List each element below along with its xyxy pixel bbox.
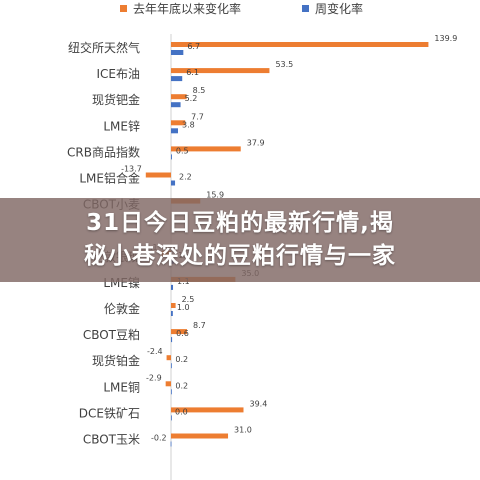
- category-label: LME铝合金: [79, 171, 140, 186]
- bar-ytd: [166, 355, 171, 361]
- data-label-week: 6.7: [187, 42, 200, 51]
- data-label-week: 0.6: [176, 329, 189, 338]
- category-label: 纽交所天然气: [68, 40, 140, 55]
- bar-ytd: [171, 42, 429, 47]
- data-label-ytd: 15.9: [206, 191, 224, 200]
- bar-week: [171, 284, 174, 290]
- bar-week: [171, 154, 172, 160]
- category-label: CRB商品指数: [67, 144, 140, 159]
- data-label-week: 3.8: [182, 120, 195, 129]
- bar-week: [171, 50, 184, 55]
- bar-week: [171, 102, 181, 108]
- overlay-title-line-1: 31日今日豆粕的最新行情,揭: [86, 210, 394, 236]
- data-label-ytd: -2.4: [147, 347, 163, 356]
- bar-week: [171, 180, 176, 186]
- bar-ytd: [145, 172, 171, 178]
- data-label-week: -0.2: [151, 434, 167, 443]
- category-label: ICE布油: [96, 67, 140, 81]
- category-label: 现货铂金: [92, 353, 140, 368]
- bar-week: [171, 311, 173, 316]
- bar-ytd: [171, 329, 188, 335]
- bar-ytd: [171, 433, 229, 439]
- category-label: LME铜: [103, 379, 140, 394]
- overlay-title-line-2: 秘小巷深处的豆粕行情与一家: [84, 243, 396, 269]
- data-label-week: 0.2: [175, 355, 188, 364]
- data-label-week: 0.2: [175, 381, 188, 390]
- legend-swatch-0: [120, 5, 127, 12]
- category-label: LME锌: [103, 119, 140, 133]
- bar-ytd: [171, 120, 186, 126]
- bar-week: [171, 128, 178, 134]
- bar-week: [171, 389, 172, 395]
- data-label-ytd: 31.0: [234, 426, 252, 435]
- data-label-ytd: 139.9: [434, 34, 457, 43]
- bar-ytd: [171, 303, 176, 308]
- bar-week: [170, 441, 172, 447]
- data-label-week: 1.0: [177, 303, 190, 312]
- data-label-ytd: 7.7: [191, 112, 204, 121]
- legend-label-0: 去年年底以来变化率: [133, 1, 241, 16]
- data-label-ytd: 37.9: [247, 138, 265, 147]
- category-label: 伦敦金: [104, 301, 140, 316]
- bar-week: [171, 415, 172, 421]
- data-label-ytd: 39.4: [249, 399, 267, 408]
- bar-ytd: [171, 68, 270, 74]
- data-label-week: 5.2: [185, 94, 198, 103]
- bar-ytd: [165, 381, 171, 387]
- data-label-week: 0.0: [175, 407, 188, 416]
- bar-week: [171, 337, 173, 343]
- bar-ytd: [171, 146, 241, 152]
- bar-week: [171, 76, 183, 82]
- data-label-ytd: 8.5: [193, 86, 206, 95]
- category-label: CBOT玉米: [83, 433, 140, 447]
- bar-week: [171, 363, 172, 369]
- data-label-ytd: 8.7: [193, 321, 206, 330]
- bar-ytd: [171, 94, 187, 100]
- data-label-ytd: -2.9: [146, 373, 162, 382]
- category-label: CBOT豆粕: [83, 327, 140, 342]
- data-label-ytd: -13.7: [121, 165, 142, 174]
- data-label-ytd: 2.5: [182, 295, 195, 304]
- legend-label-1: 周变化率: [315, 1, 363, 16]
- bar-ytd: [171, 407, 244, 413]
- data-label-week: 0.5: [176, 146, 189, 155]
- category-label: 现货钯金: [92, 92, 140, 107]
- data-label-week: 6.1: [186, 68, 199, 77]
- data-label-ytd: 53.5: [275, 60, 293, 69]
- legend-swatch-1: [302, 5, 309, 12]
- data-label-week: 2.2: [179, 173, 192, 182]
- title-overlay-banner: 31日今日豆粕的最新行情,揭 秘小巷深处的豆粕行情与一家: [0, 198, 480, 282]
- category-label: DCE铁矿石: [79, 406, 140, 420]
